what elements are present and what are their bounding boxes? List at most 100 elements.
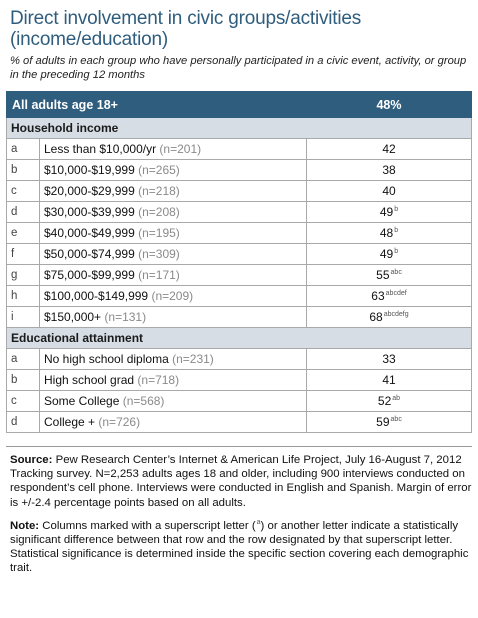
row-value: 48 [379,226,394,240]
row-sample-size: (n=195) [138,226,180,240]
row-value-cell: 59abc [306,411,472,433]
note-label: Note: [10,519,40,532]
row-label: College + [44,415,96,429]
row-letter: c [6,180,40,202]
table-row: b High school grad (n=718) 41 [6,369,472,391]
row-value: 40 [382,184,396,198]
note-text-after: ) or another letter indicate a statistic… [10,519,469,575]
row-label-cell: $10,000-$19,999 (n=265) [39,159,307,181]
row-value: 33 [382,352,396,366]
row-value: 63 [371,289,385,303]
row-label-cell: Some College (n=568) [39,390,307,412]
page-title: Direct involvement in civic groups/activ… [10,8,362,50]
row-significance-sup: abcdef [385,290,407,297]
table-row: a Less than $10,000/yr (n=201) 42 [6,138,472,160]
row-value: 42 [382,142,396,156]
row-sample-size: (n=718) [137,373,180,387]
row-letter: b [6,159,40,181]
row-label-cell: $75,000-$99,999 (n=171) [39,264,307,286]
source-text: Pew Research Center’s Internet & America… [10,454,472,509]
source-note: Source: Pew Research Center’s Internet &… [10,453,472,510]
row-letter: d [6,201,40,223]
row-value: 55 [376,268,390,282]
row-value-cell: 40 [306,180,472,202]
note-sup-letter: a [256,518,261,526]
row-label-cell: $40,000-$49,999 (n=195) [39,222,307,244]
row-value-cell: 55abc [306,264,472,286]
row-label: Some College [44,394,120,408]
row-value-cell: 52ab [306,390,472,412]
row-value-cell: 38 [306,159,472,181]
row-sample-size: (n=568) [122,394,165,408]
row-label: $75,000-$99,999 [44,268,135,282]
row-sample-size: (n=265) [138,163,180,177]
row-value-cell: 49b [306,243,472,265]
row-label-cell: Less than $10,000/yr (n=201) [39,138,307,160]
table-row: i $150,000+ (n=131) 68abcdefg [6,306,472,328]
row-label: $40,000-$49,999 [44,226,135,240]
row-label-cell: No high school diploma (n=231) [39,348,307,370]
row-letter: d [6,411,40,433]
row-label-cell: $100,000-$149,999 (n=209) [39,285,307,307]
section-heading: Educational attainment [6,327,472,349]
row-letter: b [6,369,40,391]
table-row: d College + (n=726) 59abc [6,411,472,433]
row-value: 68 [369,310,383,324]
row-significance-sup: abc [390,416,402,423]
table-row: f $50,000-$74,999 (n=309) 49b [6,243,472,265]
notes: Source: Pew Research Center’s Internet &… [6,446,472,576]
row-sample-size: (n=231) [172,352,214,366]
all-adults-label: All adults age 18+ [6,91,307,118]
row-letter: a [6,348,40,370]
all-adults-value: 48% [306,91,472,118]
row-sample-size: (n=208) [138,205,180,219]
row-label-cell: College + (n=726) [39,411,307,433]
section-header-row: Household income [6,117,472,139]
row-value-cell: 33 [306,348,472,370]
source-label: Source: [10,454,53,466]
section-heading: Household income [6,117,472,139]
row-label-cell: $30,000-$39,999 (n=208) [39,201,307,223]
row-letter: i [6,306,40,328]
row-significance-sup: b [394,227,399,234]
row-label-cell: $50,000-$74,999 (n=309) [39,243,307,265]
row-letter: h [6,285,40,307]
row-label-cell: $150,000+ (n=131) [39,306,307,328]
row-sample-size: (n=309) [138,247,180,261]
data-table: All adults age 18+ 48% Household income a… [6,91,472,433]
significance-note: Note: Columns marked with a superscript … [10,516,472,576]
table-row: d $30,000-$39,999 (n=208) 49b [6,201,472,223]
row-sample-size: (n=171) [138,268,180,282]
row-value: 49 [379,205,394,219]
all-adults-row: All adults age 18+ 48% [6,91,472,118]
row-significance-sup: b [394,206,399,213]
row-value-cell: 42 [306,138,472,160]
row-letter: a [6,138,40,160]
row-sample-size: (n=726) [98,415,141,429]
row-letter: g [6,264,40,286]
row-label: $150,000+ [44,310,102,324]
table-row: a No high school diploma (n=231) 33 [6,348,472,370]
table-row: e $40,000-$49,999 (n=195) 48b [6,222,472,244]
row-value: 49 [379,247,394,261]
row-significance-sup: abcdefg [383,311,409,318]
row-letter: c [6,390,40,412]
note-text-before: Columns marked with a superscript letter… [42,519,256,532]
page-subtitle: % of adults in each group who have perso… [10,55,467,81]
row-sample-size: (n=209) [151,289,194,303]
row-label-cell: High school grad (n=718) [39,369,307,391]
row-letter: e [6,222,40,244]
row-label: Less than $10,000/yr [44,142,157,156]
row-value-cell: 49b [306,201,472,223]
row-significance-sup: ab [392,395,401,402]
row-value-cell: 41 [306,369,472,391]
row-label: $50,000-$74,999 [44,247,135,261]
row-sample-size: (n=218) [138,184,180,198]
row-significance-sup: abc [390,269,402,276]
row-value-cell: 68abcdefg [306,306,472,328]
row-label: $100,000-$149,999 [44,289,149,303]
row-value: 38 [382,163,396,177]
row-value: 59 [376,415,390,429]
table-row: h $100,000-$149,999 (n=209) 63abcdef [6,285,472,307]
